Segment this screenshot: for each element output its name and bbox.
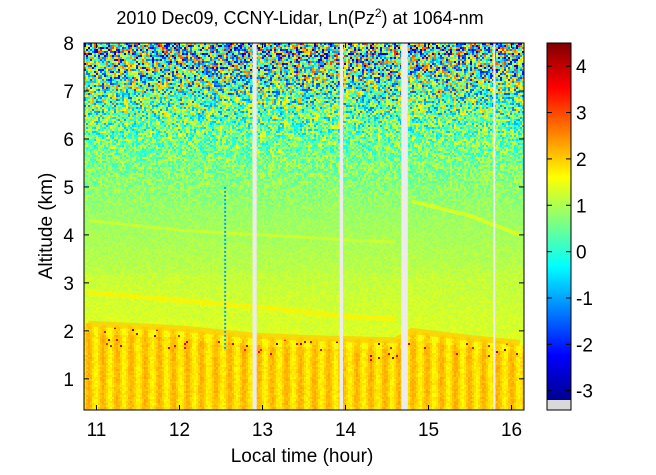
colorbar-underflow [547,400,571,410]
data-gap-3 [401,43,408,410]
colorbar-gradient [547,43,571,400]
colorbar-tick-label: -1 [576,289,593,310]
y-tick-label: 5 [63,178,74,199]
x-tick-label: 15 [418,420,439,441]
colorbar-tick-label: 1 [576,196,587,217]
data-gap-4 [493,43,495,410]
x-axis-title: Local time (hour) [231,446,374,467]
y-tick-label: 1 [63,370,74,391]
data-gap-2 [340,43,343,410]
x-tick-label: 13 [252,420,273,441]
y-axis-title: Altitude (km) [36,173,57,280]
y-tick-label: 2 [63,322,74,343]
x-tick-label: 11 [87,420,107,441]
colorbar-tick-label: -3 [576,382,593,403]
colorbar-tick-label: 4 [576,57,587,78]
colorbar-tick-label: -2 [576,335,593,356]
colorbar: -3 -2 -1 0 1 2 3 4 [547,43,593,410]
data-gap-1 [253,43,257,410]
chart-title: 2010 Dec09, CCNY-Lidar, Ln(Pz2) at 1064-… [116,6,483,28]
x-tick-label: 12 [169,420,190,441]
x-tick-label: 16 [501,420,522,441]
x-tick-label: 14 [335,420,357,441]
colorbar-tick-label: 2 [576,150,587,171]
y-tick-label: 7 [63,82,74,103]
y-tick-label: 6 [63,130,74,151]
y-tick-label: 3 [63,274,74,295]
y-tick-label: 4 [63,226,74,247]
colorbar-tick-label: 3 [576,104,587,125]
y-tick-label: 8 [63,34,74,55]
colorbar-tick-label: 0 [576,243,587,264]
